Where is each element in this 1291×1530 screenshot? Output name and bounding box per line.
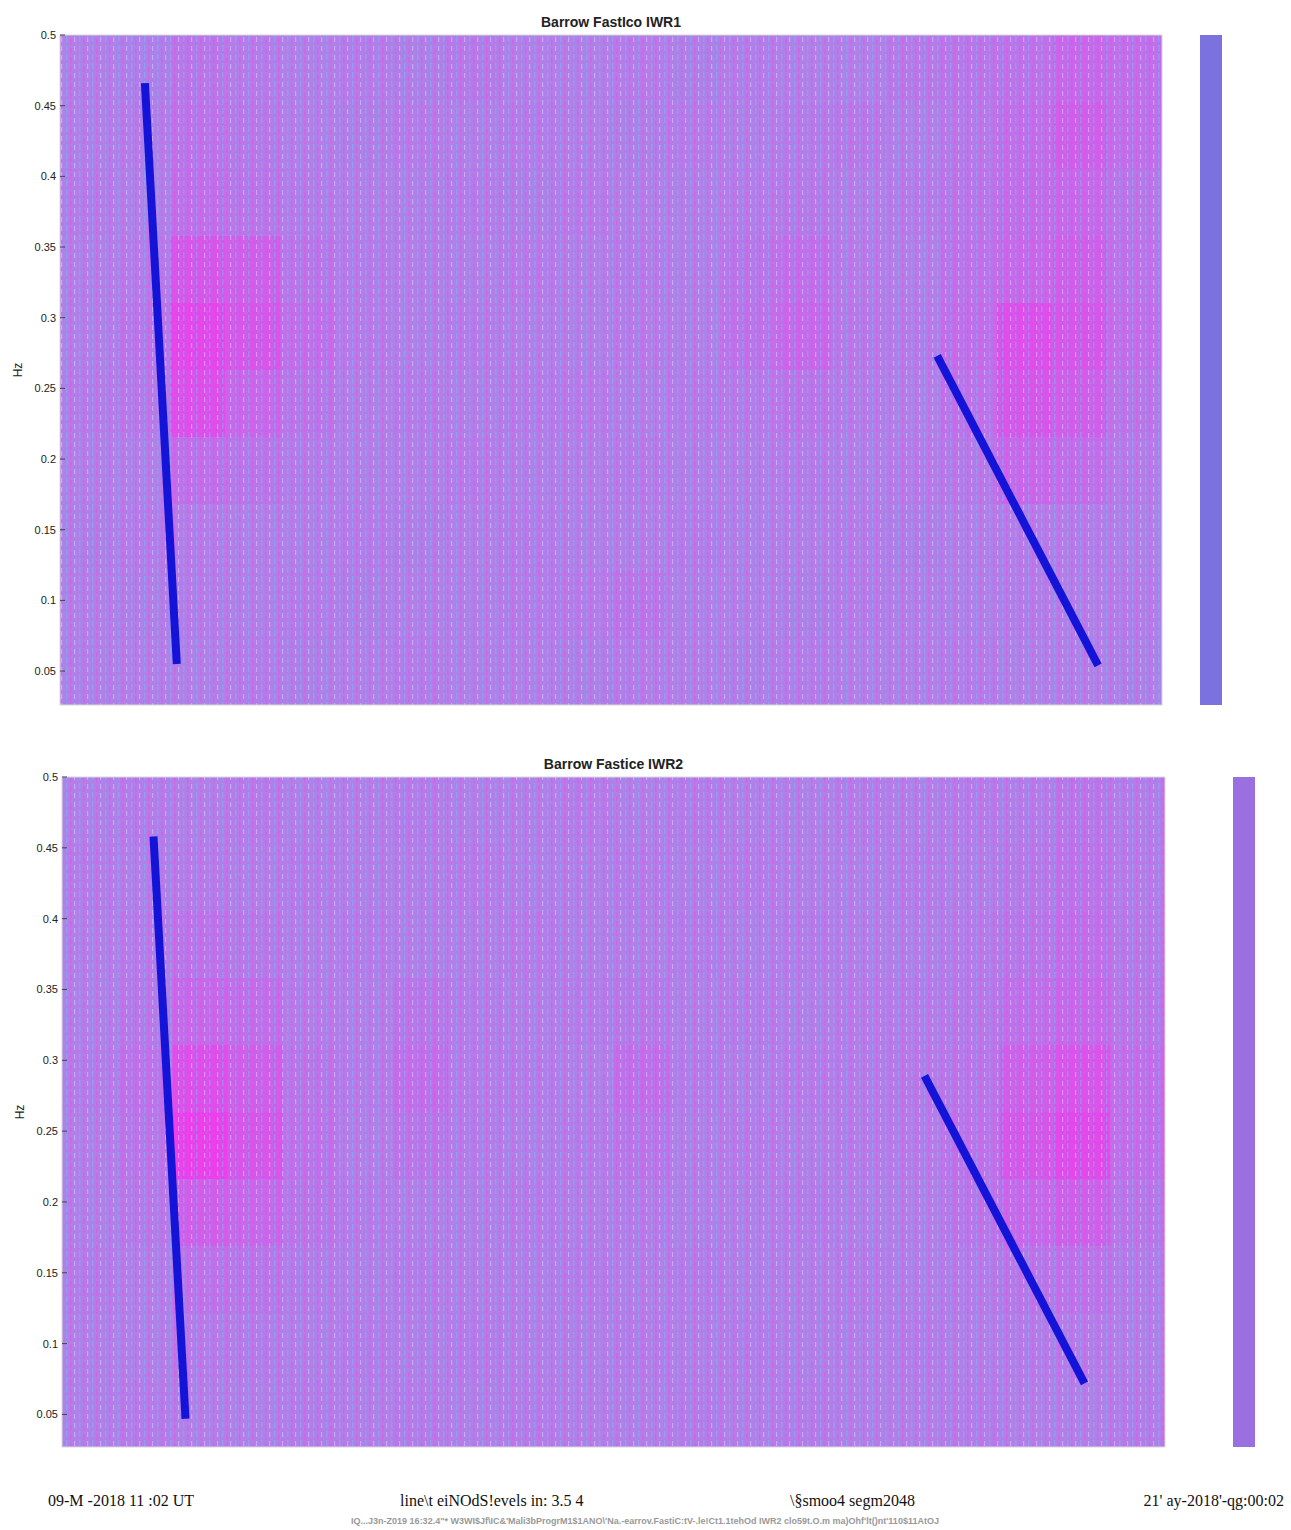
plot-area xyxy=(62,777,1165,1447)
y-tick xyxy=(60,671,65,672)
y-tick xyxy=(62,777,67,778)
colorbar xyxy=(1233,777,1255,1447)
annotation-line xyxy=(154,837,186,1419)
y-tick-label: 0.1 xyxy=(43,1338,58,1350)
y-tick-label: 0.05 xyxy=(35,665,56,677)
y-tick xyxy=(60,105,65,106)
y-tick-label: 0.45 xyxy=(37,842,58,854)
figure: 0.05 0.1 0.15 0.2 0.25 0.3 0.35 0.4 0.45 0.5 Hz Bar… xyxy=(0,0,1291,1530)
y-tick xyxy=(60,388,65,389)
y-tick xyxy=(62,918,67,919)
y-tick-label: 0.25 xyxy=(35,382,56,394)
y-tick-label: 0.05 xyxy=(37,1408,58,1420)
y-tick-label: 0.35 xyxy=(35,241,56,253)
panel-title: Barrow Fastice IWR2 xyxy=(544,756,683,772)
texture-overlay xyxy=(60,35,1162,705)
footer-text: 21' ay-2018'-qg:00:02 xyxy=(1144,1492,1284,1510)
footer-text: 09-M -2018 11 :02 UT xyxy=(48,1492,194,1509)
y-tick-label: 0.25 xyxy=(37,1125,58,1137)
y-tick xyxy=(60,459,65,460)
y-tick xyxy=(60,35,65,36)
y-tick xyxy=(60,600,65,601)
y-tick xyxy=(62,989,67,990)
y-tick xyxy=(62,1131,67,1132)
y-tick xyxy=(62,847,67,848)
panel-title: Barrow FastIco IWR1 xyxy=(541,14,681,30)
annotation-line xyxy=(925,1076,1085,1383)
y-tick xyxy=(62,1060,67,1061)
y-tick-label: 0.35 xyxy=(37,983,58,995)
y-tick-label: 0.2 xyxy=(41,453,56,465)
y-tick xyxy=(62,1343,67,1344)
y-tick-label: 0.5 xyxy=(43,771,58,783)
y-tick xyxy=(60,176,65,177)
y-tick-label: 0.15 xyxy=(37,1267,58,1279)
y-tick-label: 0.4 xyxy=(43,913,58,925)
annotation-line xyxy=(937,356,1098,666)
footer-text: IQ...J3n-Z019 16:32.4"* W3WI$Jf\IC&'Mali… xyxy=(351,1516,939,1526)
y-tick xyxy=(60,247,65,248)
y-axis-title: Hz xyxy=(13,1105,27,1120)
y-axis-title: Hz xyxy=(11,363,25,378)
y-tick-label: 0.15 xyxy=(35,524,56,536)
y-tick-label: 0.3 xyxy=(43,1054,58,1066)
colorbar xyxy=(1200,35,1222,705)
texture-overlay xyxy=(62,777,1165,1447)
y-tick-label: 0.45 xyxy=(35,100,56,112)
panel: 0.05 0.1 0.15 0.2 0.25 0.3 0.35 0.4 0.45 0.5 Hz Bar… xyxy=(11,14,1222,706)
y-tick xyxy=(60,317,65,318)
plot-frame xyxy=(62,777,1165,1447)
y-tick-label: 0.5 xyxy=(41,29,56,41)
y-tick xyxy=(60,529,65,530)
y-tick-label: 0.1 xyxy=(41,594,56,606)
y-tick-label: 0.3 xyxy=(41,312,56,324)
y-tick xyxy=(62,1414,67,1415)
annotation-line xyxy=(145,83,177,664)
y-tick-label: 0.2 xyxy=(43,1196,58,1208)
plot-area xyxy=(60,35,1162,705)
footer-text: line\t eiNOdS!evels in: 3.5 4 xyxy=(400,1492,584,1509)
footer-text: \§smoo4 segm2048 xyxy=(790,1492,915,1510)
y-tick xyxy=(62,1201,67,1202)
panel: 0.05 0.1 0.15 0.2 0.25 0.3 0.35 0.4 0.45 0.5 Hz Bar… xyxy=(13,756,1255,1448)
plot-frame xyxy=(60,35,1162,705)
y-tick xyxy=(62,1272,67,1273)
y-tick-label: 0.4 xyxy=(41,170,56,182)
